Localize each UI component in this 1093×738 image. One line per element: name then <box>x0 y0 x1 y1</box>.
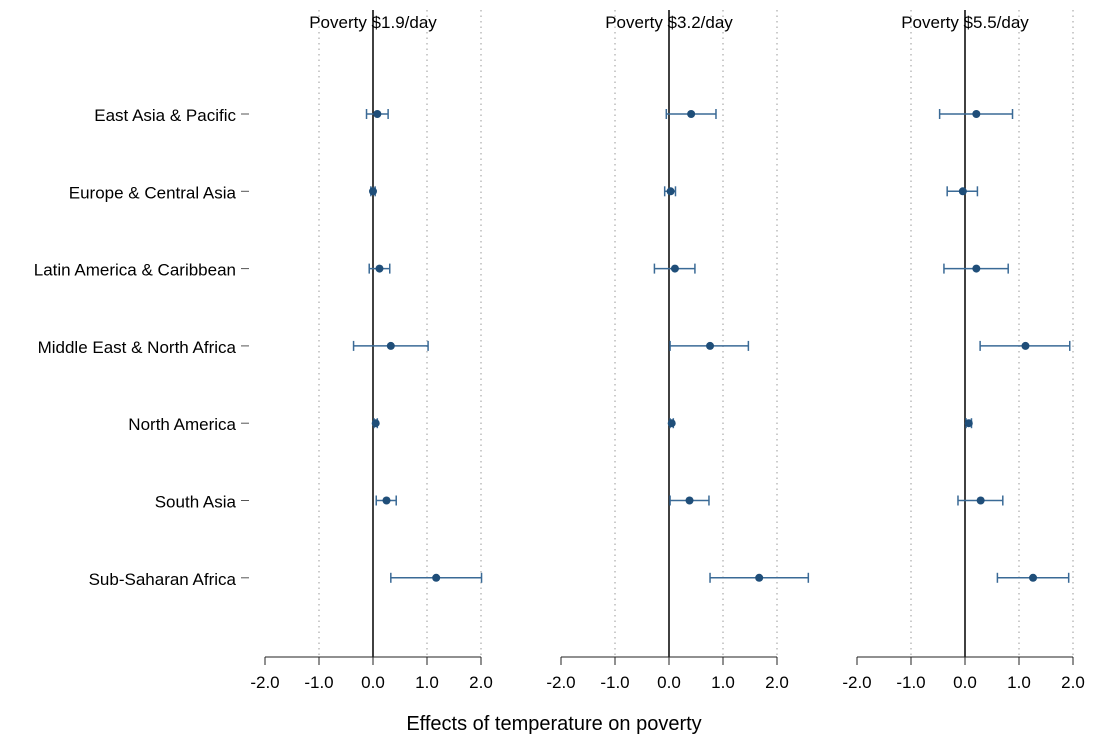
point-estimate <box>1021 341 1030 350</box>
x-tick-label: 0.0 <box>657 673 681 692</box>
point-estimate <box>670 264 679 273</box>
point-estimate <box>972 264 981 273</box>
y-tick-label-latin-america-caribbean: Latin America & Caribbean <box>34 261 236 280</box>
point-estimate <box>755 573 764 582</box>
point-estimate <box>369 187 377 196</box>
point-estimate <box>386 341 395 350</box>
point-estimate <box>373 110 382 118</box>
x-tick-label: 2.0 <box>1061 673 1085 692</box>
panel-title: Poverty $5.5/day <box>901 13 1029 32</box>
panel-1: Poverty $1.9/day -2.0 -1.0 0.0 1.0 2.0 <box>250 10 493 692</box>
x-tick-label: 1.0 <box>711 673 735 692</box>
y-tick-label-north-america: North America <box>128 415 236 434</box>
point-estimate <box>972 110 981 118</box>
panel-title: Poverty $1.9/day <box>309 13 437 32</box>
point-estimate <box>382 496 391 505</box>
point-estimate <box>964 419 973 428</box>
x-tick-label: -2.0 <box>842 673 871 692</box>
x-tick-label: -2.0 <box>546 673 575 692</box>
point-estimate <box>1029 573 1038 582</box>
y-tick-label-east-asia-pacific: East Asia & Pacific <box>94 106 236 125</box>
x-axis-label: Effects of temperature on poverty <box>406 713 701 735</box>
point-estimate <box>666 187 675 196</box>
panel-title: Poverty $3.2/day <box>605 13 733 32</box>
point-estimate <box>706 341 715 350</box>
y-tick-label-europe-central-asia: Europe & Central Asia <box>69 183 237 202</box>
x-tick-label: 2.0 <box>765 673 789 692</box>
y-tick-label-middle-east-north-africa: Middle East & North Africa <box>38 338 237 357</box>
point-estimate <box>375 264 384 273</box>
y-tick-label-south-asia: South Asia <box>155 493 237 512</box>
point-estimate <box>976 496 985 505</box>
x-tick-label: -1.0 <box>304 673 333 692</box>
x-tick-label: -2.0 <box>250 673 279 692</box>
point-estimate <box>371 419 380 428</box>
x-tick-label: 2.0 <box>469 673 493 692</box>
panel-2: Poverty $3.2/day -2.0 -1.0 0.0 1.0 2.0 <box>546 10 810 692</box>
point-estimate <box>687 110 696 118</box>
x-tick-label: -1.0 <box>600 673 629 692</box>
point-estimate <box>958 187 967 196</box>
point-estimate <box>667 419 676 428</box>
point-estimate <box>432 573 441 582</box>
point-estimate <box>685 496 694 505</box>
panel-3: Poverty $5.5/day -2.0 -1.0 0.0 1.0 2.0 <box>842 10 1085 692</box>
x-tick-label: -1.0 <box>896 673 925 692</box>
x-tick-label: 1.0 <box>415 673 439 692</box>
x-tick-label: 0.0 <box>953 673 977 692</box>
y-tick-label-sub-saharan-africa: Sub-Saharan Africa <box>89 570 237 589</box>
x-tick-label: 0.0 <box>361 673 385 692</box>
x-tick-label: 1.0 <box>1007 673 1031 692</box>
